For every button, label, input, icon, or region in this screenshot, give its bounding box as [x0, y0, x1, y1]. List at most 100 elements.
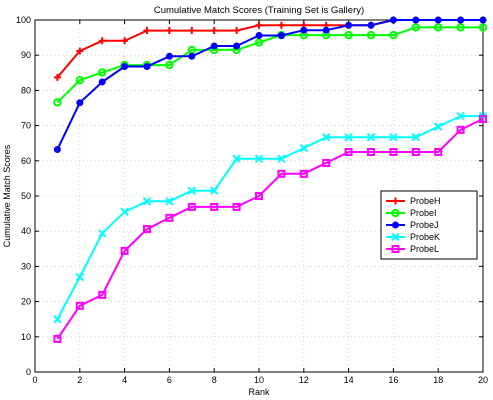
data-point — [53, 146, 61, 154]
data-point — [76, 47, 84, 55]
data-point — [367, 148, 375, 156]
data-point — [188, 27, 196, 35]
data-point — [344, 133, 353, 142]
x-tick-label: 0 — [32, 375, 37, 385]
data-point — [277, 21, 285, 29]
data-point — [479, 16, 487, 24]
data-point — [165, 197, 174, 206]
data-point — [322, 158, 331, 167]
data-point — [188, 52, 196, 60]
y-tick-label: 70 — [21, 121, 31, 131]
data-point — [121, 37, 129, 45]
data-point — [433, 122, 443, 131]
data-point — [255, 31, 263, 39]
data-point — [255, 192, 263, 200]
data-point — [233, 27, 241, 35]
data-point — [142, 197, 152, 206]
data-point — [98, 37, 106, 45]
y-tick-label: 50 — [21, 191, 31, 201]
data-point — [412, 16, 420, 24]
y-tick-label: 60 — [21, 156, 31, 166]
x-tick-label: 2 — [77, 375, 82, 385]
x-tick-label: 12 — [299, 375, 309, 385]
data-point — [143, 62, 151, 70]
data-point — [232, 154, 241, 163]
data-point — [389, 148, 398, 156]
data-point — [479, 114, 487, 123]
legend: ProbeH ProbeI ProbeJ ProbeK ProbeL — [380, 190, 478, 260]
data-point — [300, 26, 308, 34]
data-point — [53, 314, 62, 324]
data-point — [366, 30, 376, 40]
series-line — [56, 19, 483, 150]
data-point — [53, 98, 62, 107]
legend-label: ProbeK — [410, 232, 440, 242]
legend-label: ProbeJ — [410, 220, 439, 230]
data-point — [456, 125, 465, 134]
data-point — [411, 23, 420, 32]
data-point — [53, 73, 61, 81]
y-tick-label: 90 — [21, 50, 31, 60]
data-point — [98, 290, 107, 299]
data-point — [97, 229, 107, 238]
legend-entry: ProbeL — [386, 244, 439, 254]
data-point — [165, 27, 173, 35]
data-point — [456, 111, 465, 121]
data-point — [456, 23, 465, 32]
x-tick-label: 8 — [212, 375, 217, 385]
data-point — [75, 272, 85, 282]
data-point — [143, 27, 151, 35]
y-tick-label: 40 — [21, 226, 31, 236]
data-point — [120, 246, 129, 255]
data-point — [344, 30, 353, 40]
data-point — [210, 27, 218, 35]
legend-entry: ProbeI — [386, 208, 437, 218]
data-point — [98, 78, 106, 86]
x-axis-label: Rank — [248, 387, 270, 397]
y-tick-label: 100 — [16, 15, 31, 25]
data-point — [75, 301, 84, 310]
legend-entry: ProbeH — [386, 196, 441, 206]
data-point — [366, 133, 376, 142]
x-tick-label: 6 — [167, 375, 172, 385]
data-point — [232, 202, 241, 211]
chart-title: Cumulative Match Scores (Training Set is… — [154, 5, 364, 16]
data-point — [392, 197, 399, 205]
data-point — [321, 133, 331, 142]
data-point — [389, 133, 398, 142]
data-point — [165, 52, 173, 60]
y-tick-label: 80 — [21, 85, 31, 95]
series-ProbeL — [53, 114, 487, 343]
y-tick-label: 10 — [21, 332, 31, 342]
data-point — [255, 21, 263, 29]
data-point — [254, 38, 264, 47]
data-point — [121, 62, 129, 70]
data-point — [389, 16, 397, 24]
data-point — [75, 75, 85, 85]
data-point — [367, 21, 375, 29]
data-point — [345, 21, 353, 29]
data-series — [53, 16, 488, 343]
data-point — [389, 30, 398, 40]
x-tick-label: 4 — [122, 375, 127, 385]
y-tick-label: 30 — [21, 261, 31, 271]
data-point — [209, 186, 219, 195]
legend-entry: ProbeK — [386, 232, 440, 242]
data-point — [120, 207, 129, 217]
series-ProbeJ — [53, 16, 487, 154]
data-point — [299, 169, 308, 178]
y-axis-label: Cumulative Match Scores — [2, 144, 12, 247]
data-point — [187, 202, 196, 211]
data-point — [233, 42, 241, 50]
data-point — [299, 143, 309, 153]
data-point — [434, 16, 442, 24]
data-point — [344, 148, 353, 156]
data-point — [98, 68, 107, 77]
data-point — [165, 60, 174, 70]
series-line — [56, 115, 483, 320]
data-point — [165, 213, 174, 222]
legend-label: ProbeL — [410, 244, 439, 254]
data-point — [187, 186, 197, 195]
data-point — [76, 99, 84, 107]
